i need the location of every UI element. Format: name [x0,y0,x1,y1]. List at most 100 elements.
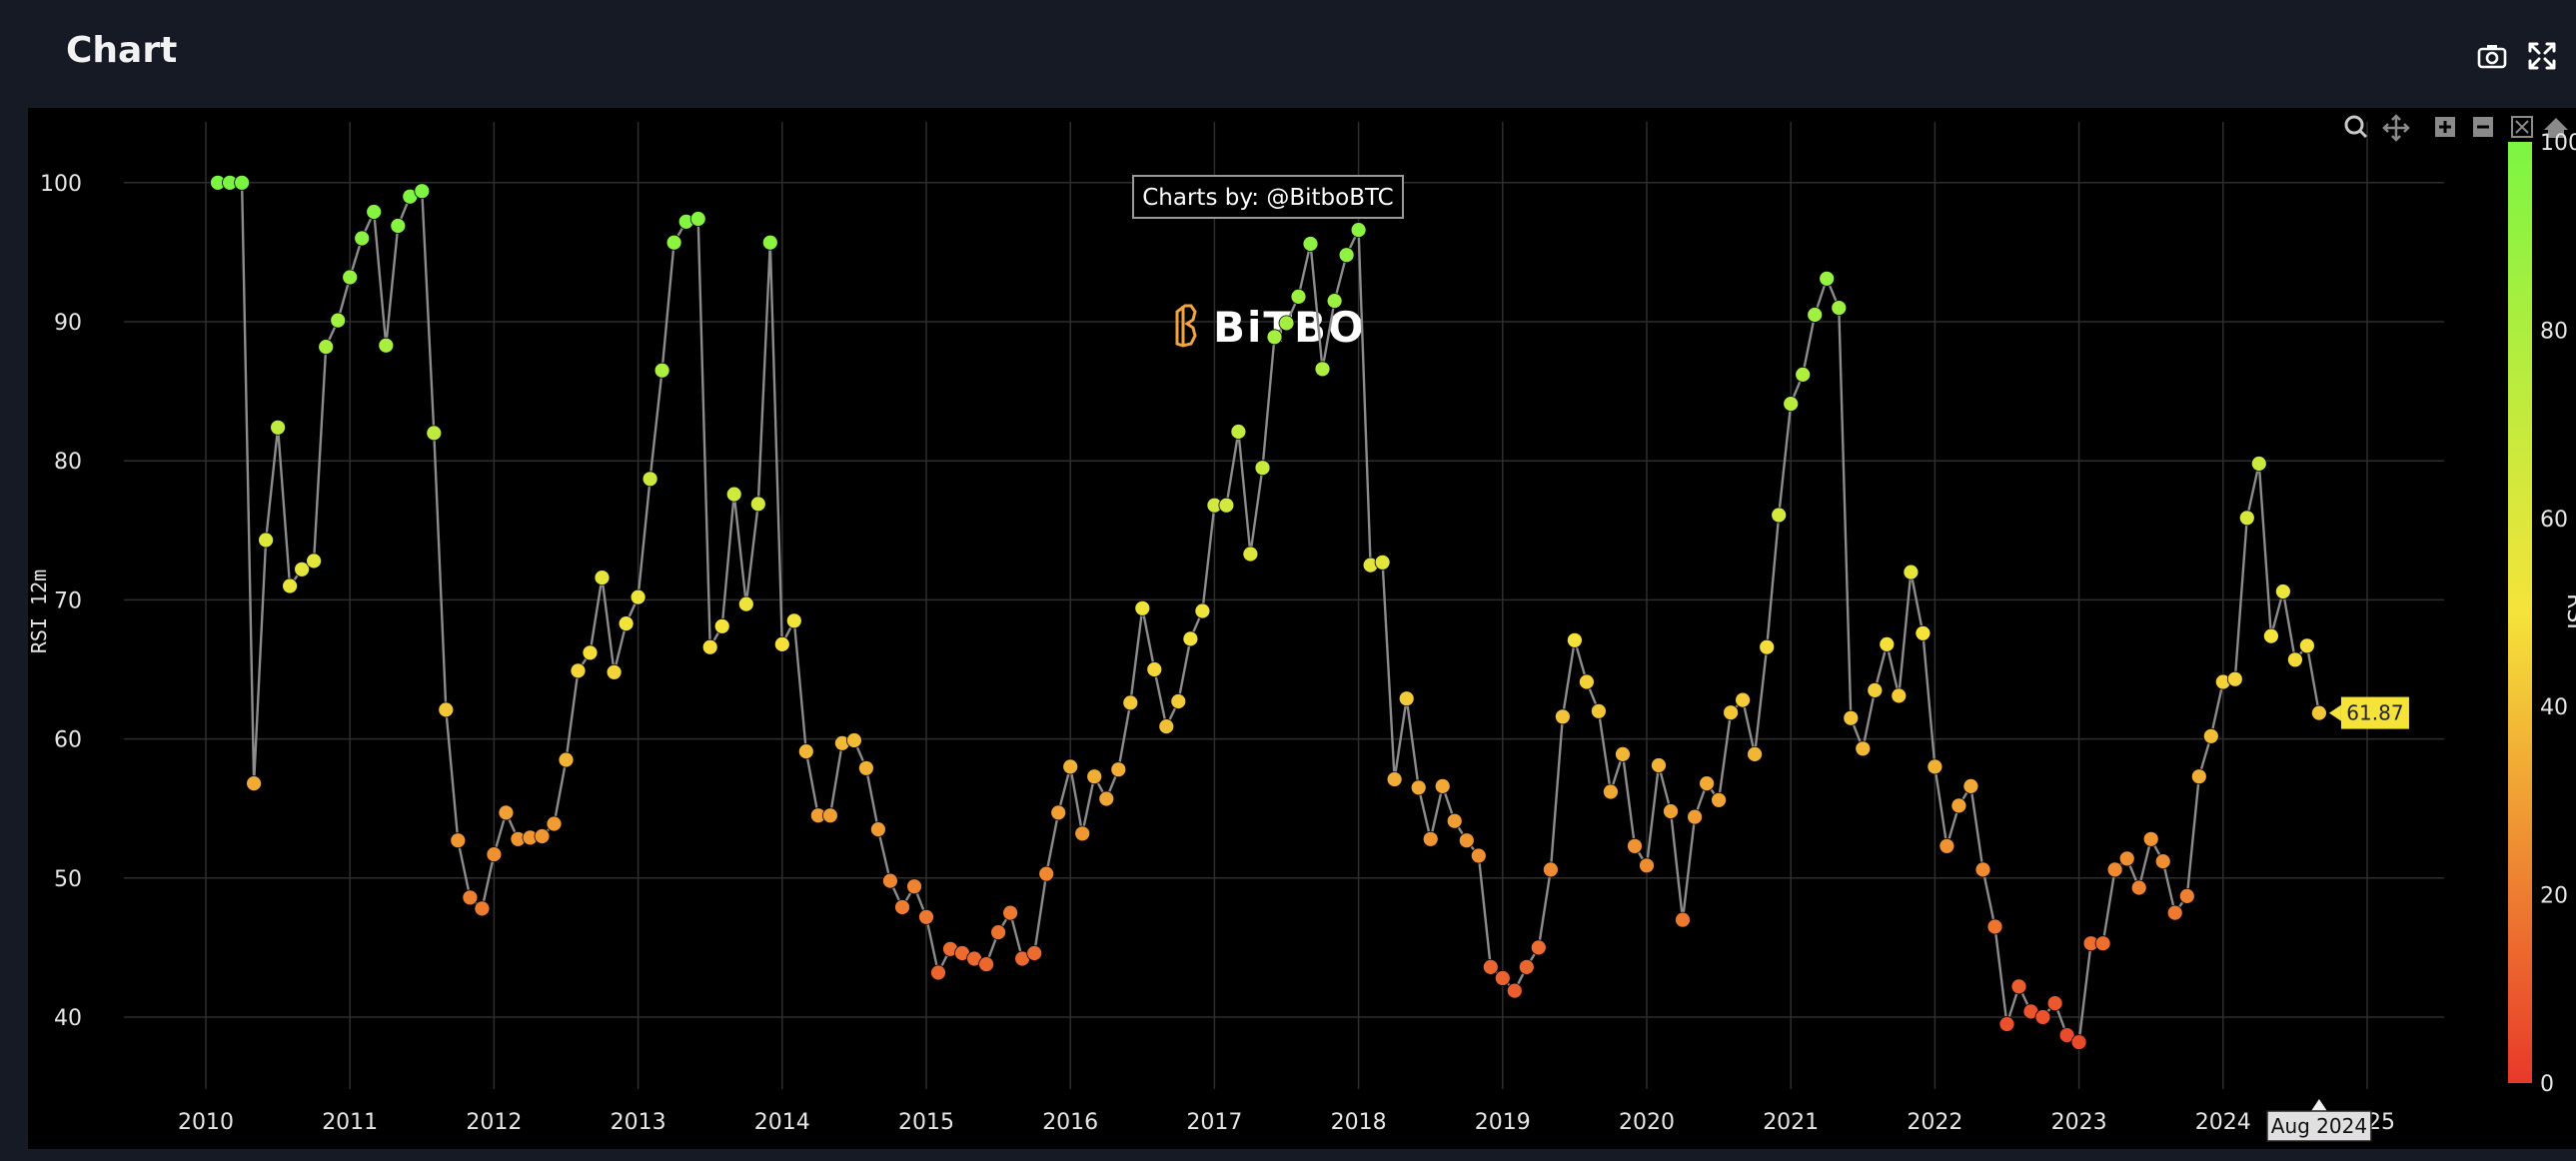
data-point [2094,935,2111,952]
data-point [558,751,575,768]
colorbar-title: RSI [2562,593,2576,629]
data-point [858,759,874,776]
colorbar-tick-label: 20 [2540,884,2568,909]
fullscreen-icon[interactable] [2526,40,2558,72]
data-point [1543,861,1559,878]
data-point [737,595,754,612]
data-point [330,312,347,329]
data-point [1122,694,1139,711]
chart-title: Chart [66,30,178,71]
data-point [797,743,814,759]
x-tick-label: 2015 [898,1110,954,1135]
data-point [1938,837,1955,854]
data-point [1314,361,1331,378]
y-tick-label: 40 [54,1006,82,1031]
data-point [438,701,455,718]
zoom-out-icon[interactable] [2473,117,2493,137]
data-point [1591,702,1607,719]
data-point [1254,460,1271,477]
data-point [1422,830,1439,847]
data-point [1795,366,1812,383]
zoom-in-icon[interactable] [2435,117,2455,137]
colorbar: 0 20 40 60 80 100 RSI [2508,131,2576,1097]
data-point [1867,682,1884,698]
data-point [1783,396,1800,413]
hover-value-label: 61.87 [2346,701,2403,725]
data-point [1759,638,1776,655]
reset-axes-icon[interactable] [2544,118,2568,138]
autoscale-icon[interactable] [2511,116,2533,138]
x-tick-label: 2021 [1763,1110,1819,1135]
x-tick-label: 2019 [1475,1110,1531,1135]
data-point [1807,307,1824,323]
hover-value-arrow [2328,704,2341,721]
data-point [1579,673,1595,690]
axis-tick-labels: 40 50 60 70 80 90 100 2010 2011 2012 2013 2014 2015 2… [40,172,2395,1135]
data-point [1711,791,1727,808]
charts-by-label: Charts by: @BitboBTC [1142,185,1394,211]
data-point [1182,630,1199,647]
data-point [1747,746,1763,762]
pan-icon[interactable] [2382,114,2410,142]
data-point [2034,1009,2051,1025]
data-point [1302,236,1319,252]
data-point [1278,315,1295,332]
data-point [1458,832,1475,849]
y-axis-title: RSI 12m [27,570,51,653]
camera-icon[interactable] [2476,40,2508,72]
hover-value-box [2340,696,2409,729]
y-tick-label: 90 [54,311,82,336]
data-point [1735,691,1751,708]
data-point [582,644,599,661]
zoom-icon[interactable] [2344,115,2368,139]
colorbar-tick-label: 40 [2540,695,2568,720]
data-point [1374,554,1391,571]
data-point [990,924,1006,940]
data-point [426,425,443,442]
data-point [1927,758,1943,775]
data-point [882,872,898,889]
data-point [570,662,587,679]
data-point [1843,709,1860,726]
data-point [1338,247,1355,264]
data-point [1831,300,1848,317]
data-point [2286,651,2303,668]
data-point [306,553,323,570]
data-point [1530,939,1547,956]
data-point [1915,624,1932,641]
colorbar-gradient [2508,142,2532,1083]
hover-tooltip: 61.87 Aug 2024 [2266,696,2409,1142]
data-point [594,570,611,585]
data-point [785,612,802,629]
y-tick-label: 70 [54,588,82,613]
data-point [689,211,706,227]
data-point [1326,293,1343,310]
data-point [761,234,778,251]
data-point [2298,637,2315,654]
data-point [701,638,718,655]
data-point [1891,687,1908,704]
data-point [1098,790,1115,807]
colorbar-tick-label: 60 [2540,508,2568,533]
data-point [1615,746,1631,762]
data-point [1266,329,1283,346]
data-point [498,804,515,821]
data-point [2010,978,2027,995]
data-point [2130,879,2147,896]
data-point [1974,861,1991,878]
data-point [234,174,251,191]
x-tick-label: 2014 [754,1110,810,1135]
data-point [1410,779,1427,796]
y-tick-label: 60 [54,728,82,753]
gridlines [124,122,2444,1089]
data-point [618,615,635,631]
x-tick-label: 2022 [1907,1110,1962,1135]
data-point [1879,636,1896,652]
data-point [894,899,910,915]
data-point [1074,825,1091,842]
x-tick-label: 2010 [178,1110,234,1135]
hover-date-label: Aug 2024 [2271,1114,2367,1138]
data-point [773,636,790,652]
data-point [546,815,563,832]
